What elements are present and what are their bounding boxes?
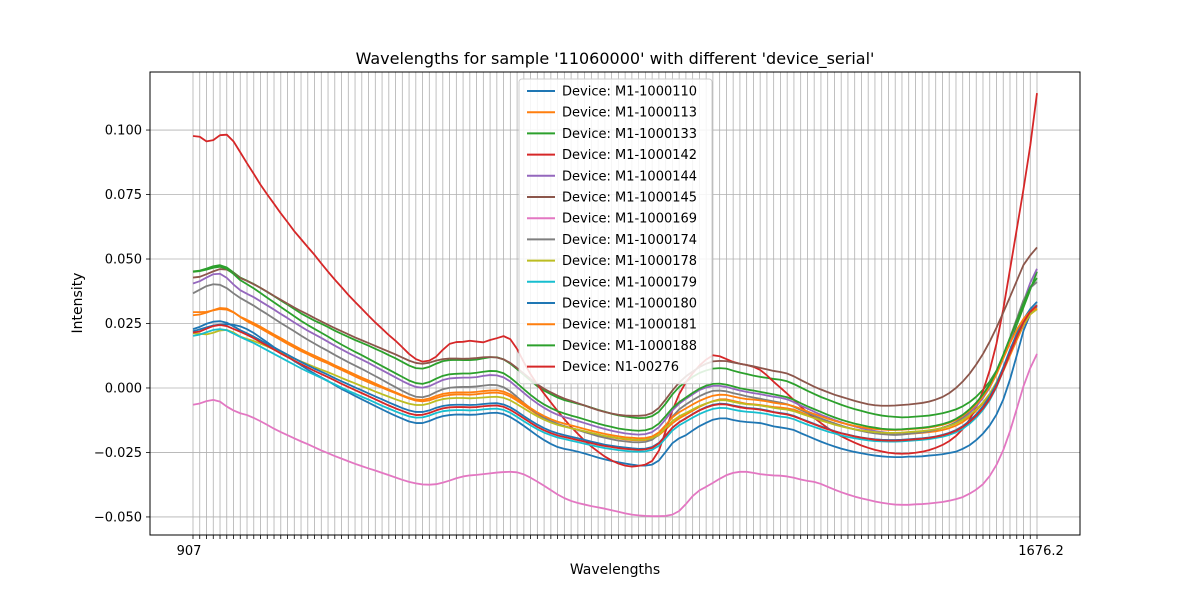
y-tick-label: 0.100 <box>105 124 142 139</box>
series-line <box>192 304 1038 451</box>
legend-label: Device: M1-1000133 <box>562 127 697 142</box>
legend-box <box>518 78 713 385</box>
series-line <box>192 281 1038 444</box>
legend-label: Device: M1-1000144 <box>562 169 697 184</box>
chart-title: Wavelengths for sample '11060000' with d… <box>356 49 875 69</box>
y-tick-label: 0.050 <box>105 253 142 268</box>
legend-label: Device: M1-1000178 <box>562 254 697 269</box>
legend-label: Device: N1-00276 <box>562 360 679 375</box>
series-line <box>192 93 1038 468</box>
legend: Device: M1-1000110 Device: M1-1000113 Devi… <box>518 78 713 385</box>
legend-label: Device: M1-1000169 <box>562 212 697 227</box>
y-tick-label: 0.075 <box>105 188 142 203</box>
legend-label: Device: M1-1000188 <box>562 339 697 354</box>
plot-frame <box>149 71 1081 536</box>
y-tick-label: 0.025 <box>105 317 142 332</box>
legend-label: Device: M1-1000179 <box>562 275 697 290</box>
y-axis-label: Intensity <box>70 273 86 334</box>
series-line <box>192 304 1038 453</box>
y-tick-label: −0.025 <box>94 446 142 461</box>
legend-label: Device: M1-1000110 <box>562 85 697 100</box>
series-line <box>192 353 1038 518</box>
legend-label: Device: M1-1000174 <box>562 233 697 248</box>
legend-label: Device: M1-1000181 <box>562 318 697 333</box>
series-line <box>192 308 1038 441</box>
legend-label: Device: M1-1000145 <box>562 191 697 206</box>
axes: 0.100 0.075 0.050 0.025 0.000 −0.025 −0.050 907… <box>94 124 1064 559</box>
x-axis-label: Wavelengths <box>570 562 660 578</box>
legend-label: Device: M1-1000142 <box>562 148 697 163</box>
legend-label: Device: M1-1000180 <box>562 297 697 312</box>
legend-label: Device: M1-1000113 <box>562 106 697 121</box>
series-line <box>192 246 1038 417</box>
x-tick-label-first: 907 <box>177 544 202 559</box>
y-tick-label: 0.000 <box>105 381 142 396</box>
x-tick-label-last: 1676.2 <box>1018 544 1064 559</box>
series-lines <box>192 93 1038 518</box>
series-line <box>192 265 1038 432</box>
y-tick-label: −0.050 <box>94 510 142 525</box>
